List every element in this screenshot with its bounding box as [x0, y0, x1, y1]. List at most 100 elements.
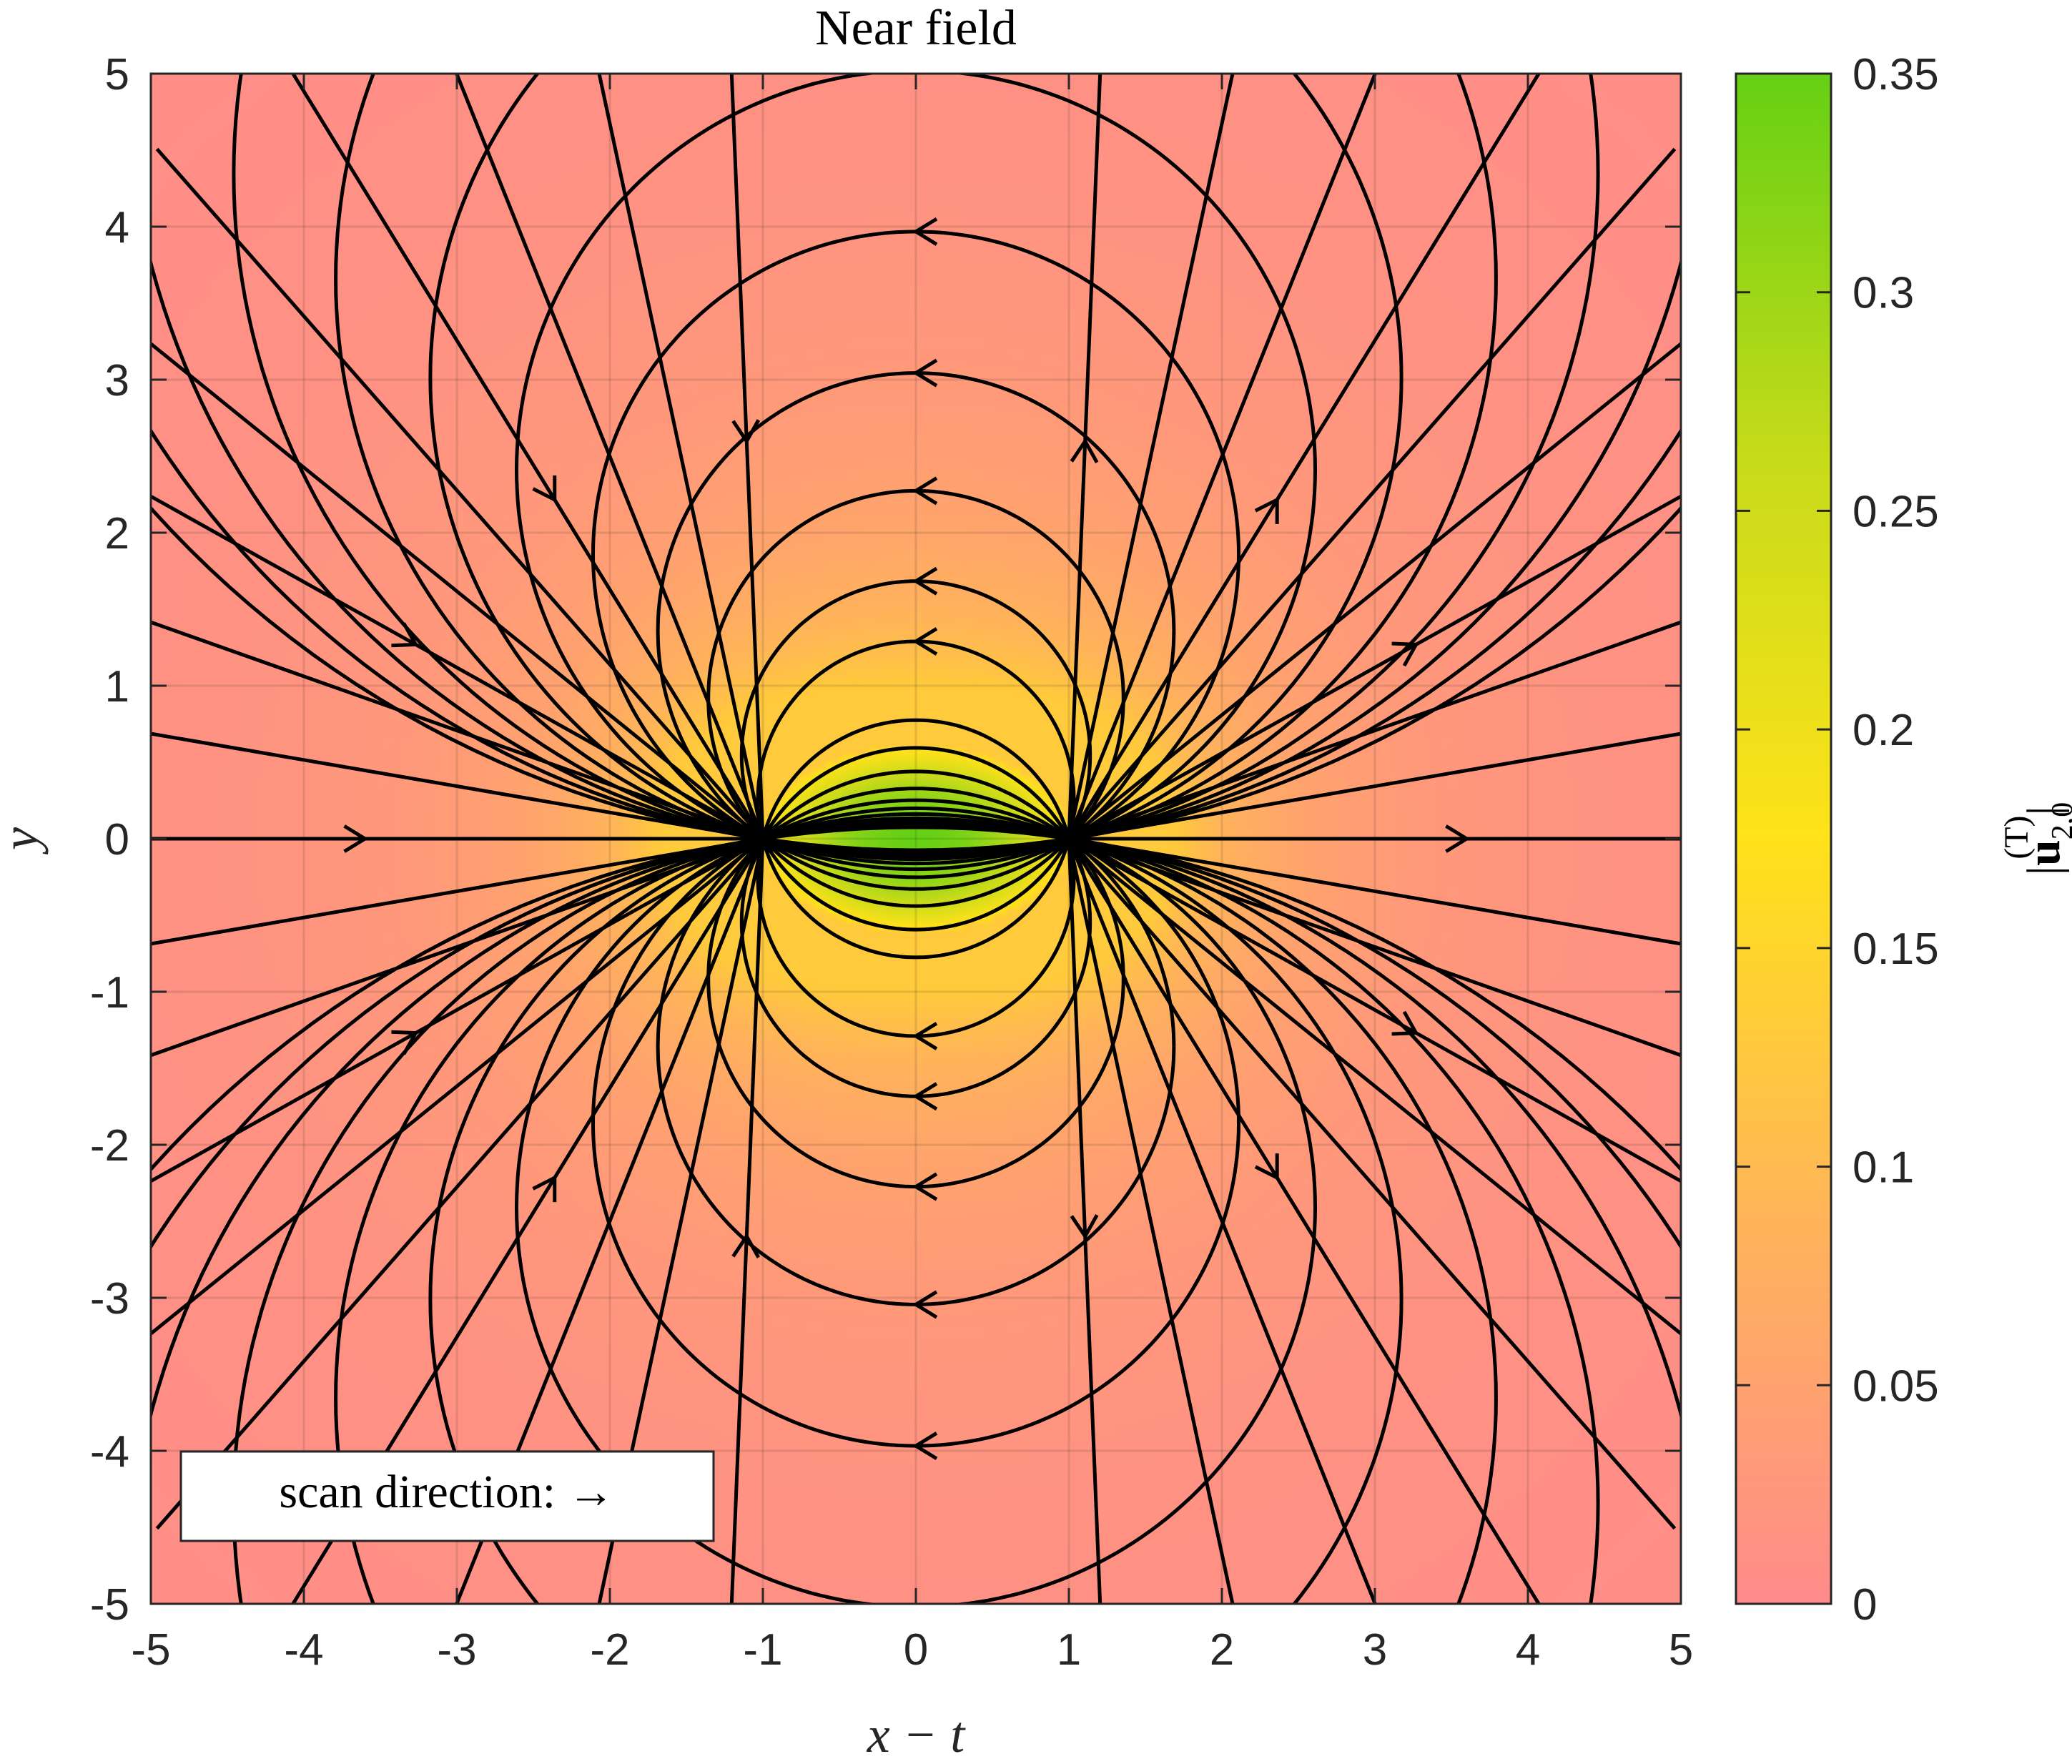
streamline [739, 579, 1092, 932]
x-tick-label: 2 [1210, 1625, 1234, 1675]
streamline [1067, 74, 1378, 839]
colorbar-label: |u2,0(T)| [1998, 802, 2072, 875]
streamline [428, 812, 1403, 1604]
x-tick-label: -5 [131, 1625, 170, 1675]
streamline-arrow [532, 475, 557, 503]
colorbar: 00.050.10.150.20.250.30.35 |u2,0(T)| [1735, 50, 2072, 1630]
streamline-arrow [1445, 824, 1471, 853]
streamline [514, 806, 1317, 1604]
colorbar-label-suffix: | [2018, 806, 2070, 815]
colorbar-label-subscript: 2,0 [2046, 802, 2072, 840]
streamline [1067, 74, 1235, 839]
streamline [454, 74, 765, 839]
y-axis-ticks: -5 -4 -3 -2 -1 0 1 2 3 4 5 [90, 50, 1681, 1630]
streamline [155, 147, 764, 840]
colorbar-tick-label: 0.35 [1853, 50, 1939, 99]
x-tick-label: -2 [590, 1625, 629, 1675]
x-tick-label: -3 [437, 1625, 476, 1675]
streamline [656, 371, 1176, 891]
streamline [1067, 838, 1235, 1604]
streamline [1067, 837, 1541, 1604]
colorbar-tick-label: 0.3 [1853, 269, 1914, 318]
streamline [290, 74, 765, 840]
streamline-arrow [1391, 1010, 1419, 1036]
streamline-arrow [731, 419, 761, 445]
streamline [1068, 620, 1681, 841]
svg-text:|u2,0(T)|: |u2,0(T)| [1998, 802, 2072, 875]
streamline [151, 822, 1681, 1421]
streamline [151, 837, 764, 1058]
streamline [1067, 74, 1541, 840]
streamline-arrow [343, 824, 369, 853]
x-axis-ticks: -5 -4 -3 -2 -1 0 1 2 3 4 5 [131, 74, 1693, 1675]
streamlines [151, 74, 1681, 1604]
streamline [514, 74, 1317, 872]
streamline-arrow [912, 476, 938, 506]
colorbar-label-prefix: | [2018, 866, 2070, 875]
streamline [151, 837, 764, 1183]
x-tick-label: -4 [284, 1625, 323, 1675]
colorbar-tick-label: 0 [1853, 1580, 1877, 1630]
colorbar-tick-label: 0.1 [1853, 1143, 1914, 1193]
y-tick-label: 1 [105, 662, 129, 711]
streamline [739, 746, 1092, 1098]
colorbar-tick-label: 0.05 [1853, 1361, 1939, 1411]
y-tick-label: -2 [90, 1121, 129, 1171]
y-tick-label: -4 [90, 1427, 129, 1477]
streamline-arrow [1070, 1214, 1099, 1240]
streamline-arrow [731, 1233, 761, 1258]
streamline [597, 838, 765, 1604]
streamline [1067, 837, 1677, 1530]
streamline [1067, 838, 1378, 1604]
y-tick-label: -5 [90, 1580, 129, 1630]
streamline-arrow [532, 1175, 557, 1203]
streamline [1068, 837, 1681, 1058]
x-tick-label: -1 [743, 1625, 782, 1675]
streamline-arrow [1254, 496, 1279, 524]
streamline [151, 824, 1681, 1251]
streamline [151, 620, 764, 841]
streamline [756, 718, 1076, 1038]
streamline [1067, 147, 1677, 840]
streamline-arrow [912, 1290, 938, 1319]
streamline [756, 639, 1076, 960]
y-tick-label: -1 [90, 968, 129, 1017]
colorbar-tick-label: 0.25 [1853, 487, 1939, 536]
scan-direction-text: scan direction: → [279, 1466, 614, 1518]
streamline-arrow [912, 1172, 938, 1201]
y-tick-label: 5 [105, 50, 129, 99]
x-axis-label: x − t [867, 1706, 967, 1763]
streamline-arrow [912, 627, 938, 656]
streamline-arrow [391, 1030, 419, 1055]
y-tick-label: 3 [105, 356, 129, 405]
streamline [1067, 837, 1681, 1183]
streamline [151, 837, 764, 946]
streamline [1068, 837, 1681, 946]
y-tick-label: -3 [90, 1274, 129, 1324]
colorbar-label-superscript: (T) [1998, 815, 2036, 859]
streamline-arrow [912, 566, 938, 596]
streamline-arrow [912, 217, 938, 246]
streamline-arrow [912, 358, 938, 388]
x-tick-label: 1 [1057, 1625, 1081, 1675]
streamline-arrow [912, 1432, 938, 1460]
streamline [428, 74, 1403, 866]
x-tick-label: 5 [1669, 1625, 1693, 1675]
streamline [597, 74, 765, 839]
streamline-arrow [1254, 1153, 1279, 1181]
colorbar-ticks: 0 0.05 0.1 0.15 0.2 0.25 0.3 0.35 [1736, 50, 1939, 1630]
x-tick-label: 3 [1363, 1625, 1387, 1675]
colorbar-tick-label: 0.2 [1853, 706, 1914, 755]
x-tick-label: 0 [904, 1625, 928, 1675]
x-tick-label: 4 [1516, 1625, 1540, 1675]
streamline [151, 256, 1681, 856]
streamline [1067, 837, 1681, 1336]
streamline [151, 731, 764, 841]
y-axis-label: y [0, 827, 49, 855]
streamline-arrow [912, 1022, 938, 1050]
y-tick-label: 4 [105, 203, 129, 252]
streamline [155, 837, 764, 1530]
streamline-arrow [1391, 641, 1419, 667]
colorbar-tick-label: 0.15 [1853, 925, 1939, 974]
